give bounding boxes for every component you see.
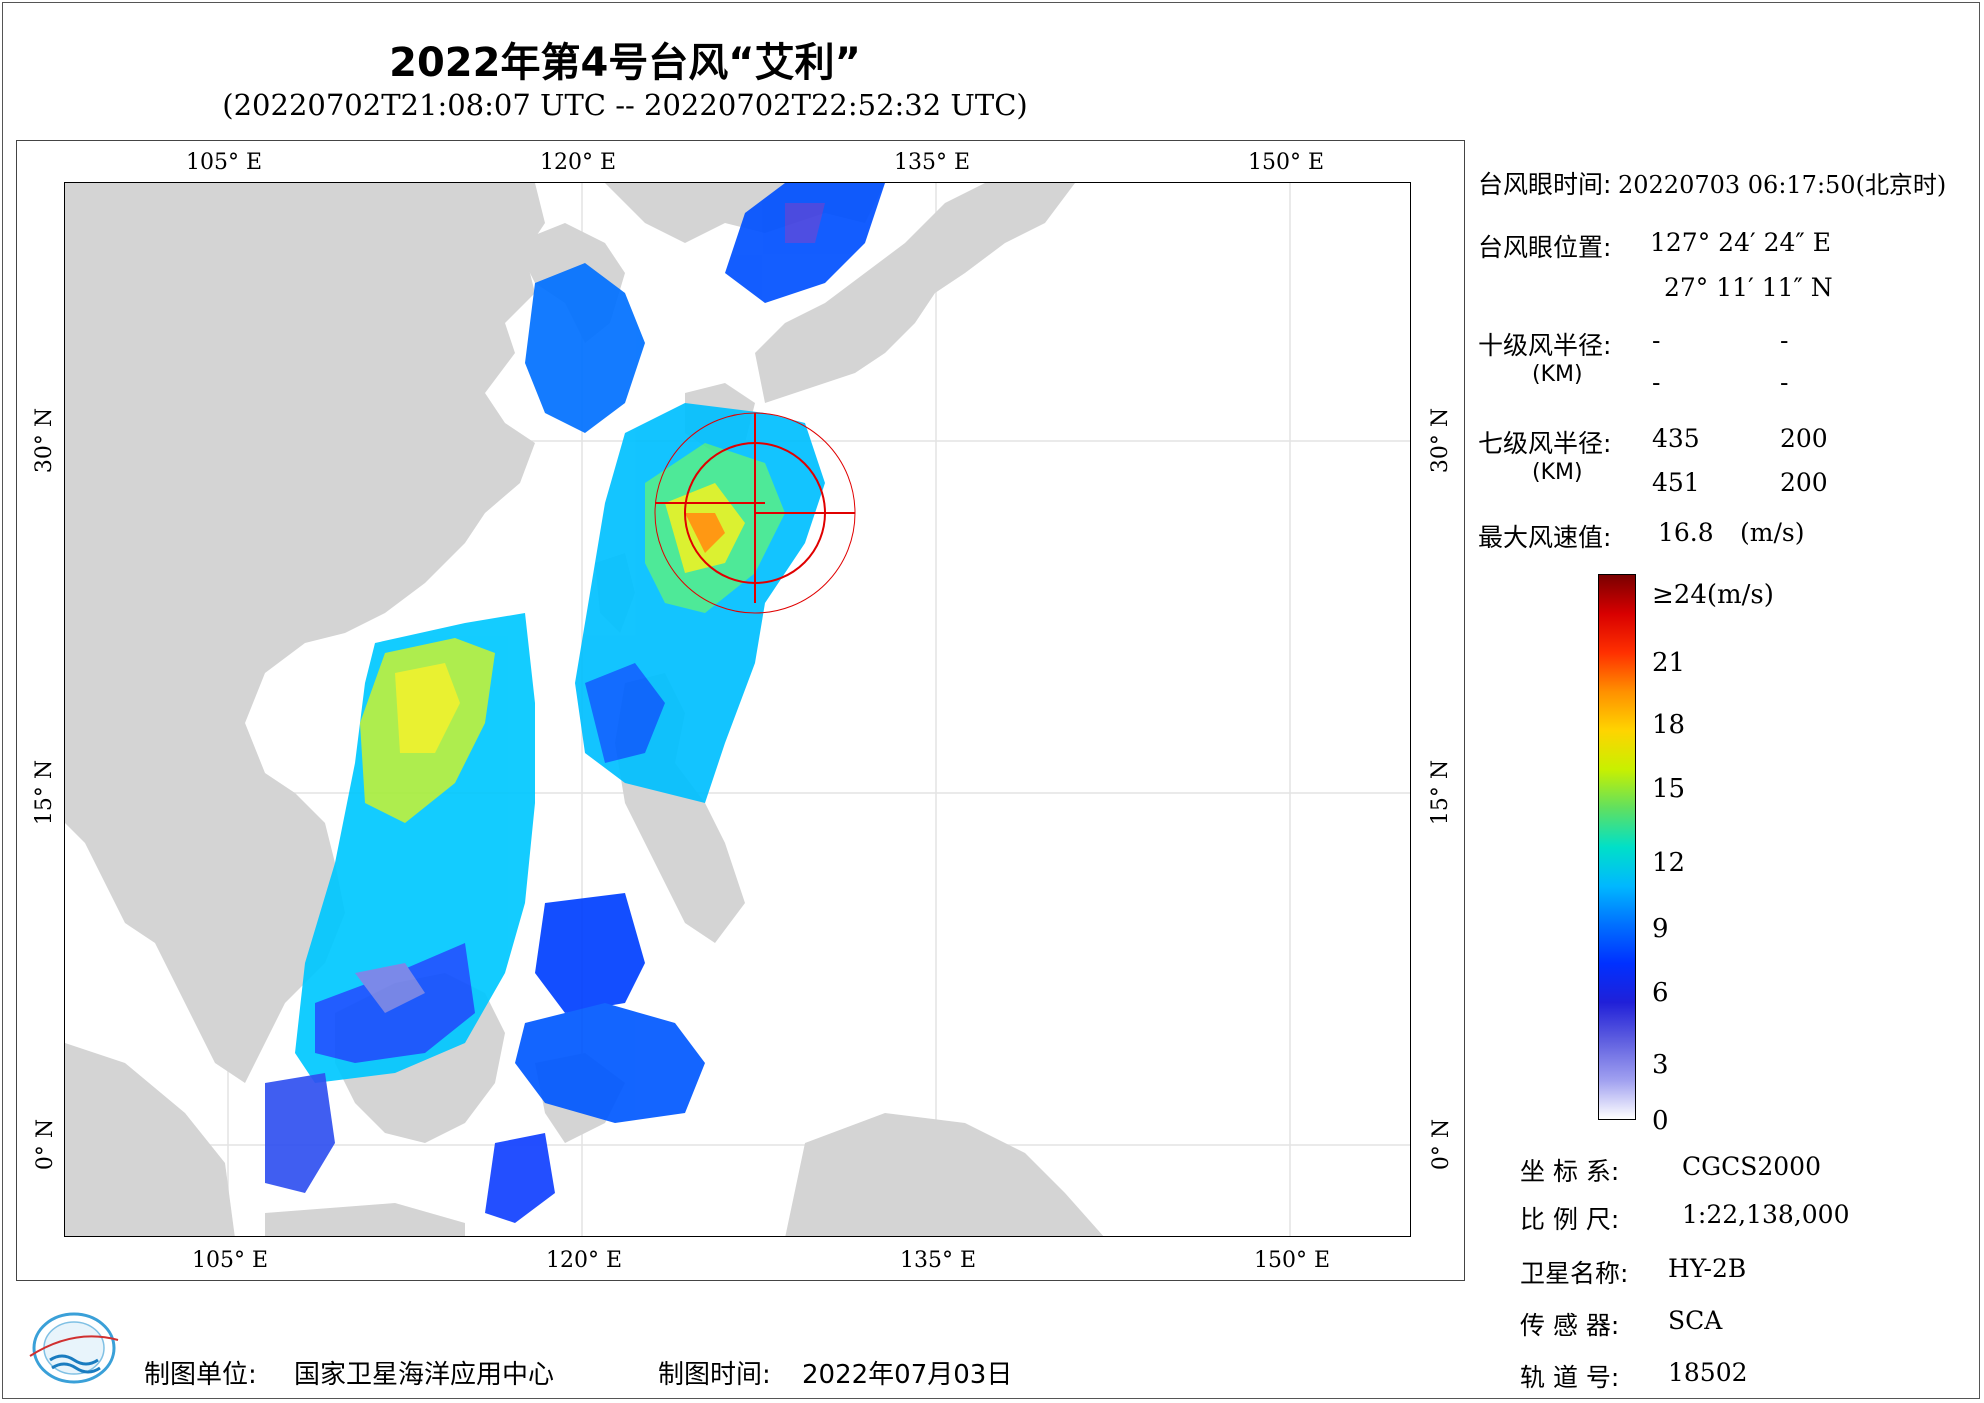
lon-top-120: 120° E bbox=[540, 150, 617, 175]
wind-swath-west bbox=[295, 613, 535, 1083]
wind-swath-south bbox=[265, 893, 705, 1223]
crs-label: 坐 标 系: bbox=[1520, 1157, 1620, 1186]
sensor-value: SCA bbox=[1668, 1306, 1723, 1335]
r10-value-3: - bbox=[1652, 368, 1661, 397]
cb-label-18: 18 bbox=[1652, 710, 1686, 740]
satellite-label: 卫星名称: bbox=[1520, 1259, 1629, 1288]
map-title: 2022年第4号台风“艾利” bbox=[389, 40, 861, 86]
max-wind-label: 最大风速值: bbox=[1478, 523, 1612, 552]
asia-mainland bbox=[65, 183, 545, 1083]
wind-speed-colorbar bbox=[1598, 574, 1636, 1120]
r7-value-3: 451 bbox=[1652, 468, 1700, 497]
lon-bottom-150: 150° E bbox=[1254, 1248, 1331, 1273]
wind-field-map bbox=[65, 183, 1410, 1236]
lat-right-0: 0° N bbox=[1429, 1118, 1455, 1171]
r10-value-2: - bbox=[1780, 326, 1789, 355]
cb-label-3: 3 bbox=[1652, 1050, 1669, 1080]
lat-right-30: 30° N bbox=[1428, 407, 1454, 474]
r7-unit: (KM) bbox=[1532, 460, 1583, 485]
lon-top-150: 150° E bbox=[1248, 150, 1325, 175]
lon-top-105: 105° E bbox=[186, 150, 263, 175]
typhoon-eye-markers bbox=[654, 412, 856, 614]
eye-longitude: 127° 24′ 24″ E bbox=[1650, 228, 1831, 257]
cb-label-6: 6 bbox=[1652, 978, 1669, 1008]
mapping-unit-value: 国家卫星海洋应用中心 bbox=[294, 1360, 555, 1390]
lon-bottom-120: 120° E bbox=[546, 1248, 623, 1273]
mapping-unit-label: 制图单位: bbox=[144, 1360, 257, 1390]
eye-position-label: 台风眼位置: bbox=[1478, 233, 1612, 262]
new-guinea bbox=[785, 1113, 1104, 1236]
java bbox=[265, 1203, 465, 1236]
nsoas-logo-icon bbox=[29, 1312, 119, 1384]
lat-left-15: 15° N bbox=[32, 759, 58, 826]
satellite-value: HY-2B bbox=[1668, 1254, 1747, 1283]
lon-top-135: 135° E bbox=[894, 150, 971, 175]
map-plot-area[interactable] bbox=[64, 182, 1411, 1237]
cb-label-0: 0 bbox=[1652, 1106, 1669, 1136]
r10-label: 十级风半径: bbox=[1478, 331, 1612, 360]
r7-value-2: 200 bbox=[1780, 424, 1828, 453]
wind-swath-east bbox=[575, 403, 825, 803]
r7-label: 七级风半径: bbox=[1478, 429, 1612, 458]
r10-value-4: - bbox=[1780, 368, 1789, 397]
cb-label-21: 21 bbox=[1652, 648, 1686, 678]
cb-label-9: 9 bbox=[1652, 914, 1669, 944]
cb-label-15: 15 bbox=[1652, 774, 1686, 804]
mapping-time-value: 2022年07月03日 bbox=[802, 1360, 1013, 1390]
eye-latitude: 27° 11′ 11″ N bbox=[1664, 273, 1833, 302]
map-frame bbox=[16, 140, 1465, 1281]
r7-value-4: 200 bbox=[1780, 468, 1828, 497]
lon-bottom-135: 135° E bbox=[900, 1248, 977, 1273]
map-subtitle: (20220702T21:08:07 UTC -- 20220702T22:52… bbox=[222, 88, 1028, 122]
orbit-value: 18502 bbox=[1668, 1358, 1748, 1387]
cb-label-12: 12 bbox=[1652, 848, 1686, 878]
lat-right-15: 15° N bbox=[1428, 759, 1454, 826]
max-wind-unit: (m/s) bbox=[1740, 518, 1805, 547]
wind-swath-north bbox=[525, 183, 885, 433]
sumatra bbox=[65, 1043, 235, 1236]
mapping-time-label: 制图时间: bbox=[658, 1360, 771, 1390]
eye-time-label: 台风眼时间: bbox=[1478, 170, 1612, 199]
eye-time-value: 20220703 06:17:50(北京时) bbox=[1618, 171, 1947, 199]
max-wind-value: 16.8 bbox=[1658, 518, 1714, 547]
lat-left-0: 0° N bbox=[33, 1118, 59, 1171]
r10-value-1: - bbox=[1652, 326, 1661, 355]
lon-bottom-105: 105° E bbox=[192, 1248, 269, 1273]
r10-unit: (KM) bbox=[1532, 362, 1583, 387]
cb-label-24: ≥24(m/s) bbox=[1652, 580, 1774, 610]
lat-left-30: 30° N bbox=[32, 407, 58, 474]
scale-label: 比 例 尺: bbox=[1520, 1205, 1620, 1234]
r7-value-1: 435 bbox=[1652, 424, 1700, 453]
japan-honshu bbox=[755, 183, 1075, 403]
orbit-label: 轨 道 号: bbox=[1520, 1363, 1620, 1392]
scale-value: 1:22,138,000 bbox=[1682, 1200, 1850, 1229]
crs-value: CGCS2000 bbox=[1682, 1152, 1821, 1181]
sensor-label: 传 感 器: bbox=[1520, 1311, 1620, 1340]
